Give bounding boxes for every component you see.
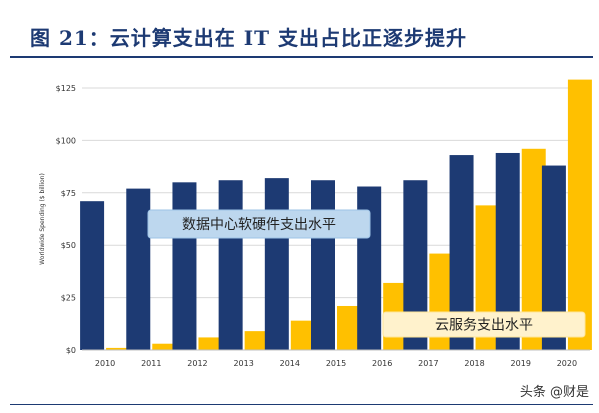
y-axis-label: Worldwide Spending ($ billion) (39, 173, 46, 265)
bar-cloud-2020 (567, 79, 592, 350)
series-label-box (382, 311, 586, 338)
bar-cloud-2013 (244, 331, 269, 350)
x-tick-label: 2016 (372, 359, 392, 368)
bar-hardware-2015 (311, 180, 335, 350)
watermark: 头条 @财是 (519, 385, 589, 400)
bar-hardware-2012 (172, 182, 197, 350)
title-rule (10, 56, 593, 58)
series-label-cloud: 云服务支出水平 (435, 318, 533, 334)
bottom-rule (10, 404, 593, 405)
bar-hardware-2010 (80, 201, 105, 350)
series-label-box (147, 209, 371, 239)
bar-chart: $0 $25 $50 $75 $100 $125 2010 2011 2012 2013 2014… (39, 79, 592, 368)
y-tick-label: $125 (56, 84, 76, 93)
y-tick-label: $0 (66, 346, 76, 355)
x-tick-label: 2011 (141, 359, 161, 368)
x-tick-label: 2017 (418, 359, 438, 368)
bar-cloud-2012 (198, 337, 223, 350)
bar-cloud-2014 (290, 320, 315, 350)
x-tick-label: 2020 (557, 359, 577, 368)
x-tick-label: 2012 (187, 359, 207, 368)
bar-hardware-2013 (218, 180, 243, 350)
x-axis: 2010 2011 2012 2013 2014 2015 2016 2017 2018 2019… (82, 349, 590, 368)
x-tick-label: 2018 (464, 359, 484, 368)
figure-title: 图 21：云计算支出在 IT 支出占比正逐步提升 (30, 26, 467, 50)
y-axis: $0 $25 $50 $75 $100 $125 (56, 84, 76, 355)
y-tick-label: $100 (56, 136, 76, 145)
x-tick-label: 2013 (233, 359, 253, 368)
bar-hardware-2011 (126, 188, 151, 350)
bar-hardware-2014 (264, 178, 289, 350)
y-tick-label: $75 (61, 189, 76, 198)
y-tick-label: $50 (61, 241, 76, 250)
series-label-hardware: 数据中心软硬件支出水平 (182, 217, 336, 233)
bar-cloud-2015 (337, 305, 361, 350)
x-tick-label: 2015 (326, 359, 346, 368)
bar-cloud-2010 (106, 347, 131, 350)
x-tick-label: 2010 (95, 359, 115, 368)
x-tick-label: 2019 (511, 359, 531, 368)
bar-cloud-2011 (152, 343, 177, 350)
x-tick-label: 2014 (280, 359, 300, 368)
y-tick-label: $25 (61, 294, 76, 303)
